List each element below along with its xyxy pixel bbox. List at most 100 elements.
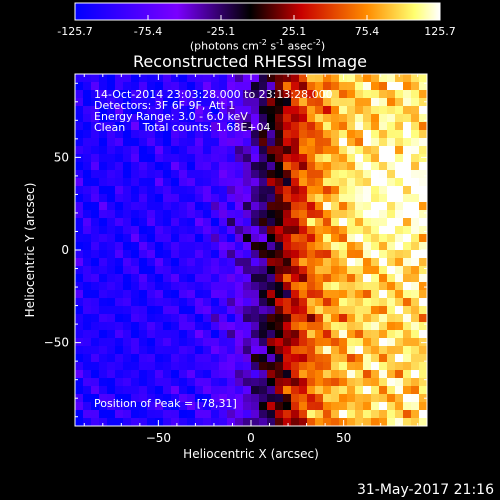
heatmap-pixel [195,218,204,227]
heatmap-pixel [291,82,300,91]
heatmap-pixel [83,154,92,163]
heatmap-pixel [299,250,308,259]
heatmap-pixel [195,154,204,163]
heatmap-pixel [323,186,332,195]
heatmap-pixel [323,234,332,243]
heatmap-pixel [155,122,164,131]
heatmap-pixel [411,290,420,299]
heatmap-pixel [163,242,172,251]
heatmap-pixel [243,210,252,219]
heatmap-pixel [251,410,260,419]
heatmap-pixel [131,130,140,139]
heatmap-pixel [363,354,372,363]
heatmap-pixel [163,114,172,123]
heatmap-pixel [355,218,364,227]
heatmap-pixel [171,218,180,227]
heatmap-pixel [203,290,212,299]
heatmap-pixel [379,314,388,323]
heatmap-pixel [219,266,228,275]
heatmap-pixel [291,106,300,115]
heatmap-pixel [163,218,172,227]
heatmap-pixel [91,90,100,99]
heatmap-pixel [323,82,332,91]
heatmap-pixel [291,122,300,131]
heatmap-pixel [155,290,164,299]
heatmap-pixel [339,146,348,155]
heatmap-pixel [139,394,148,403]
heatmap-pixel [323,74,332,83]
heatmap-pixel [227,122,236,131]
heatmap-pixel [395,90,404,99]
heatmap-pixel [83,170,92,179]
heatmap-pixel [283,178,292,187]
heatmap-pixel [315,322,324,331]
heatmap-pixel [139,290,148,299]
heatmap-pixel [275,402,284,411]
heatmap-pixel [283,290,292,299]
heatmap-pixel [131,154,140,163]
heatmap-pixel [379,282,388,291]
heatmap-pixel [251,170,260,179]
heatmap-pixel [131,290,140,299]
heatmap-pixel [323,298,332,307]
heatmap-pixel [211,314,220,323]
heatmap-pixel [83,250,92,259]
heatmap-pixel [123,226,132,235]
heatmap-pixel [171,226,180,235]
heatmap-pixel [339,194,348,203]
heatmap-pixel [123,234,132,243]
heatmap-pixel [267,410,276,419]
heatmap-pixel [83,114,92,123]
heatmap-pixel [371,74,380,83]
heatmap-pixel [107,122,116,131]
heatmap-pixel [291,138,300,147]
heatmap-pixel [139,410,148,419]
heatmap-pixel [403,130,412,139]
heatmap-pixel [355,210,364,219]
heatmap-pixel [267,234,276,243]
heatmap-pixel [347,314,356,323]
heatmap-pixel [195,82,204,91]
heatmap-pixel [243,234,252,243]
heatmap-pixel [283,410,292,419]
heatmap-pixel [123,298,132,307]
heatmap-pixel [347,394,356,403]
heatmap-pixel [131,346,140,355]
heatmap-pixel [171,186,180,195]
heatmap-pixel [163,418,172,426]
heatmap-pixel [299,122,308,131]
heatmap-pixel [99,402,108,411]
heatmap-pixel [115,298,124,307]
heatmap-pixel [195,186,204,195]
heatmap-pixel [411,202,420,211]
heatmap-pixel [179,402,188,411]
heatmap-pixel [267,98,276,107]
heatmap-pixel [203,330,212,339]
heatmap-pixel [259,346,268,355]
heatmap-pixel [347,178,356,187]
heatmap-pixel [139,298,148,307]
heatmap-pixel [123,146,132,155]
heatmap-pixel [139,154,148,163]
heatmap-pixel [203,202,212,211]
heatmap-pixel [387,370,396,379]
heatmap-pixel [371,114,380,123]
heatmap-pixel [203,218,212,227]
heatmap-pixel [339,130,348,139]
heatmap-pixel [259,354,268,363]
heatmap-pixel [323,370,332,379]
heatmap-pixel [155,226,164,235]
heatmap-pixel [203,266,212,275]
heatmap-pixel [91,210,100,219]
heatmap-pixel [347,226,356,235]
heatmap-pixel [267,282,276,291]
heatmap-pixel [315,386,324,395]
heatmap-pixel [91,258,100,267]
heatmap-pixel [275,98,284,107]
heatmap-pixel [411,90,420,99]
heatmap-pixel [267,362,276,371]
heatmap-pixel [107,394,116,403]
heatmap-pixel [219,362,228,371]
heatmap-pixel [155,218,164,227]
heatmap-pixel [283,74,292,83]
